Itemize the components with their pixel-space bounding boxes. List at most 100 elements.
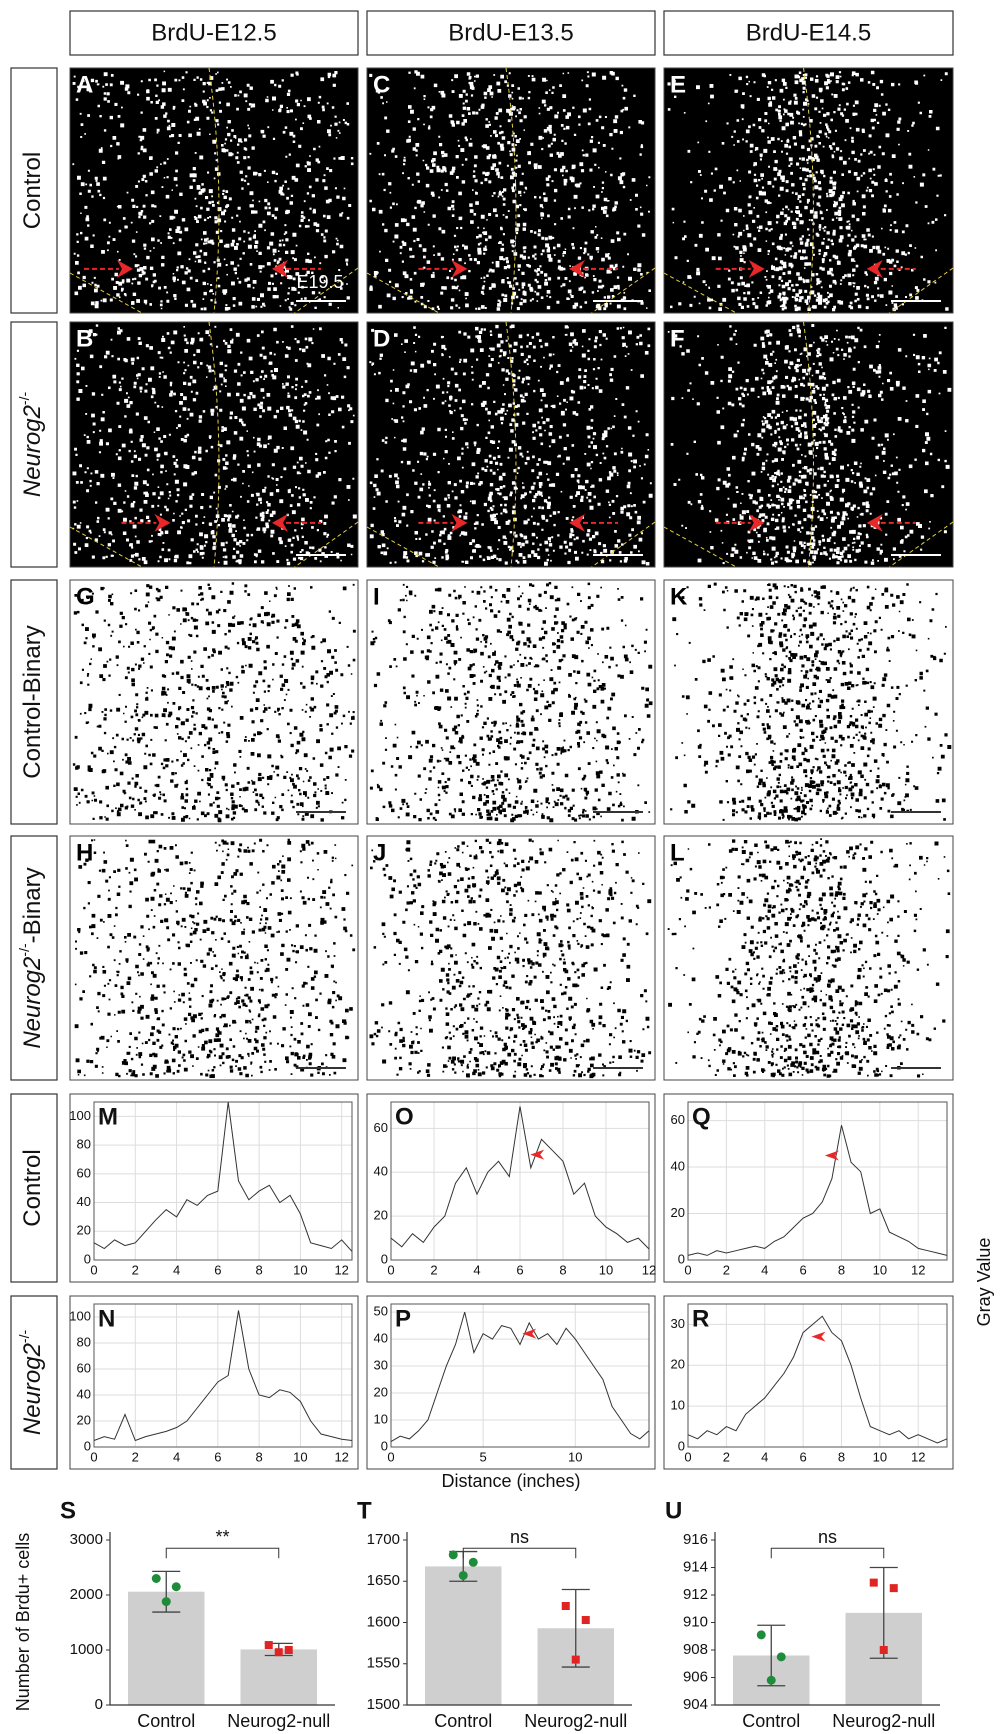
plot-frame (687, 1303, 948, 1448)
y-tick-label: 0 (84, 1438, 91, 1453)
cell-dots (369, 324, 653, 566)
x-tick-label: 2 (430, 1262, 437, 1277)
x-tick-label: 6 (214, 1449, 221, 1464)
cell-dots (369, 70, 651, 311)
x-tick-label: 0 (684, 1262, 691, 1277)
plot-frame (93, 1303, 353, 1448)
row-label-box (10, 321, 58, 568)
y-tick-label: 1700 (367, 1531, 400, 1548)
data-point (264, 1641, 273, 1650)
plot-panel (663, 1093, 954, 1283)
panel-letter: G (76, 583, 95, 610)
panel-letter: M (98, 1103, 118, 1130)
y-tick-label: 10 (374, 1411, 388, 1426)
row-label-genotype: -/- (16, 392, 32, 406)
midline (505, 321, 517, 568)
y-tick-label: 0 (95, 1696, 103, 1713)
plot-frame (93, 1101, 353, 1261)
midline (803, 67, 814, 314)
y-tick-label: 30 (671, 1316, 685, 1331)
boundary (366, 521, 656, 568)
y-tick-label: 0 (678, 1251, 685, 1266)
column-header-box (663, 10, 954, 56)
midline (208, 67, 220, 314)
data-point (171, 1582, 181, 1592)
panel-letter: D (373, 325, 390, 352)
x-tick-label: 8 (838, 1449, 845, 1464)
image-panel (69, 321, 359, 568)
y-tick-label: 60 (671, 1112, 685, 1127)
arrow-marker (811, 1331, 826, 1342)
row-label: Control (19, 152, 46, 229)
x-tick-label: 0 (387, 1262, 394, 1277)
y-tick-label: 0 (84, 1251, 91, 1266)
panel-letter: Q (692, 1103, 711, 1130)
arrow-marker (530, 1149, 545, 1160)
data-point (458, 1570, 468, 1580)
data-point (571, 1655, 580, 1664)
error-bar (869, 1566, 898, 1659)
y-tick-label: 10 (671, 1398, 685, 1413)
y-tick-label: 60 (77, 1165, 91, 1180)
x-tick-label: 0 (387, 1449, 394, 1464)
panel-letter: L (670, 839, 685, 866)
y-tick-label: 100 (69, 1108, 91, 1123)
y-tick-label: 3000 (70, 1531, 103, 1548)
y-tick-label: 916 (683, 1531, 708, 1548)
row-label-gene: Neurog2 (19, 405, 46, 497)
cell-dots (667, 324, 952, 566)
arrow-head (451, 513, 468, 532)
y-tick-label: 908 (683, 1641, 708, 1658)
row-label: Neurog2-/- (16, 392, 47, 498)
y-tick-label: 80 (77, 1334, 91, 1349)
arrow-head (569, 513, 585, 532)
panel-letter: A (76, 71, 93, 98)
x-tick-label: 0 (684, 1449, 691, 1464)
y-tick-label: 40 (77, 1194, 91, 1209)
row-label-box (10, 835, 58, 1081)
image-panel (663, 579, 954, 825)
panel-letter: O (395, 1103, 414, 1130)
panel-letter: H (76, 839, 93, 866)
bar (425, 1566, 502, 1705)
data-point (468, 1557, 478, 1567)
image-panel (366, 67, 656, 314)
profile-line (93, 1101, 353, 1252)
y-axis-label: Number of Brdu+ cells (13, 1533, 33, 1712)
x-tick-label: 2 (723, 1449, 730, 1464)
image-panel (663, 835, 954, 1081)
x-tick-label: 8 (838, 1262, 845, 1277)
profile-line (687, 1315, 948, 1444)
x-tick-label: 10 (293, 1449, 307, 1464)
data-point (448, 1550, 458, 1560)
plot-panel (366, 1295, 656, 1470)
x-tick-label: 8 (559, 1262, 566, 1277)
significance-bracket (770, 1547, 885, 1559)
arrow-marker (522, 1328, 537, 1339)
panel-letter: U (665, 1497, 682, 1524)
axes (109, 1532, 335, 1706)
error-bar (561, 1588, 590, 1668)
y-tick-label: 914 (683, 1558, 708, 1575)
profile-x-label: Distance (inches) (441, 1471, 580, 1491)
significance: ns (510, 1527, 529, 1547)
row-label-box (10, 1093, 58, 1283)
row-label-text: Control (19, 1149, 46, 1226)
y-tick-label: 912 (683, 1586, 708, 1603)
x-tick-label: 0 (90, 1262, 97, 1277)
cell-dots (72, 582, 356, 823)
panel-letter: T (357, 1497, 372, 1524)
panel-letter: I (373, 583, 380, 610)
error-bar (757, 1624, 786, 1687)
y-tick-label: 100 (69, 1308, 91, 1323)
x-tick-label: 5 (480, 1449, 487, 1464)
plot-frame (390, 1101, 650, 1261)
profile-y-label: Gray Value (974, 1238, 994, 1327)
x-tick-label: 6 (799, 1449, 806, 1464)
column-header: BrdU-E13.5 (448, 19, 573, 46)
boundary (663, 267, 954, 314)
image-panel (663, 67, 954, 314)
profile-line (93, 1310, 353, 1442)
column-header: BrdU-E12.5 (151, 19, 276, 46)
y-tick-label: 20 (374, 1208, 388, 1223)
